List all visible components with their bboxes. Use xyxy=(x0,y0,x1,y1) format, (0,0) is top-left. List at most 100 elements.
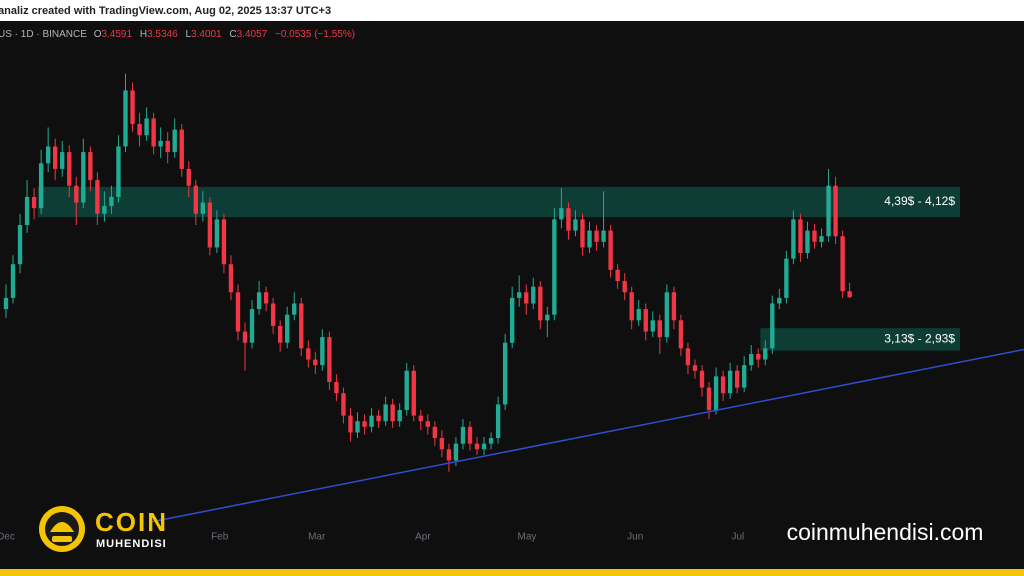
candle-body xyxy=(594,230,599,242)
brand-logo: COIN MUHENDISI xyxy=(39,506,168,552)
candle-body xyxy=(502,342,508,405)
symbol-line: US · 1D · BINANCE O3.4591 H3.5346 L3.400… xyxy=(0,29,355,40)
candle-body xyxy=(404,370,409,411)
ohlc-label: L xyxy=(185,29,191,40)
trendline xyxy=(149,348,1024,523)
candle-body xyxy=(263,292,269,304)
candle-body xyxy=(692,365,698,371)
candle-body xyxy=(545,314,550,321)
candle-body xyxy=(165,140,170,153)
candle-body xyxy=(798,219,803,254)
candle-body xyxy=(559,208,564,220)
plot: 4,39$ - 4,12$ 3,13$ - 2,93$ Dec Feb Mar Apr Ma… xyxy=(0,73,1024,543)
candle-body xyxy=(109,196,114,206)
candle-body xyxy=(102,205,107,214)
candle-body xyxy=(214,219,220,248)
candle-body xyxy=(432,426,438,439)
candle-body xyxy=(742,365,747,388)
candle-body xyxy=(88,152,93,181)
candle-body xyxy=(10,264,16,298)
x-tick-label: May xyxy=(517,532,536,543)
candle-body xyxy=(580,219,585,248)
ohlc-value: 3.4057 xyxy=(237,29,268,40)
change: −0.0535 (−1.55%) xyxy=(275,29,355,40)
zone xyxy=(760,328,961,351)
candle-body xyxy=(756,353,761,360)
candle-body xyxy=(495,404,501,439)
candle-body xyxy=(622,281,627,293)
candle-body xyxy=(601,230,606,242)
ohlc-label: H xyxy=(140,29,147,40)
ohlc-value: 3.5346 xyxy=(147,29,178,40)
candle-body xyxy=(242,331,248,343)
candle-body xyxy=(306,348,311,360)
ohlc-label: C xyxy=(229,29,236,40)
x-tick-label: Jun xyxy=(627,532,643,543)
ohlc-value: 3.4001 xyxy=(191,29,222,40)
symbol: US · 1D · BINANCE xyxy=(0,29,87,40)
candle-body xyxy=(749,353,754,366)
candle-body xyxy=(313,359,318,366)
candle-body xyxy=(334,381,339,394)
candle-body xyxy=(770,303,775,349)
candle-body xyxy=(840,236,845,292)
x-tick-label: Apr xyxy=(415,532,431,543)
candle-body xyxy=(847,291,852,298)
candle-body xyxy=(524,292,529,304)
zone-label: 4,39$ - 4,12$ xyxy=(884,194,955,208)
candle-body xyxy=(587,230,592,248)
candle-body xyxy=(734,370,740,388)
candle-body xyxy=(791,219,796,259)
candle-body xyxy=(299,303,304,349)
candle-body xyxy=(144,118,149,136)
x-tick-label: Dec xyxy=(0,532,15,543)
ohlc-label: O xyxy=(94,29,102,40)
brand-name: COIN xyxy=(95,507,168,537)
candle-body xyxy=(615,269,620,282)
candle-body xyxy=(826,185,831,237)
candle-body xyxy=(17,224,23,265)
candle-body xyxy=(439,438,445,450)
candle-body xyxy=(348,415,353,433)
candle-body xyxy=(151,118,156,147)
brand-sub: MUHENDISI xyxy=(96,538,167,550)
candle-body xyxy=(179,129,184,169)
candle-body xyxy=(425,421,430,427)
candle-body xyxy=(24,196,30,225)
candle-body xyxy=(650,320,655,332)
candle-body xyxy=(376,415,381,422)
candle-body xyxy=(453,443,459,461)
candle-body xyxy=(207,202,213,248)
candle-body xyxy=(636,309,641,321)
candle-body xyxy=(355,421,360,433)
candle-body xyxy=(53,146,58,169)
candle-body xyxy=(467,426,473,444)
candle-body xyxy=(720,376,726,394)
candle-body xyxy=(320,337,325,366)
candle-body xyxy=(671,292,677,321)
candle-body xyxy=(228,264,234,293)
candle-body xyxy=(573,219,578,231)
candle-body xyxy=(713,376,719,411)
candle-body xyxy=(784,258,789,298)
zone-label: 3,13$ - 2,93$ xyxy=(884,332,955,346)
candle-body xyxy=(3,297,9,310)
x-tick-label: Mar xyxy=(308,532,326,543)
candle-body xyxy=(270,303,276,326)
candle-body xyxy=(481,443,487,450)
candle-body xyxy=(45,146,51,164)
candle-body xyxy=(629,292,634,321)
candle-body xyxy=(221,219,227,265)
logo-face xyxy=(52,536,72,542)
candle-body xyxy=(327,337,332,382)
caption-bar xyxy=(0,0,1024,21)
candle-body xyxy=(397,410,402,422)
candle-body xyxy=(552,219,557,315)
candle-body xyxy=(819,236,824,242)
candle-body xyxy=(285,314,290,343)
candle-body xyxy=(699,370,705,388)
candle-body xyxy=(664,292,670,338)
candle-body xyxy=(81,152,86,203)
